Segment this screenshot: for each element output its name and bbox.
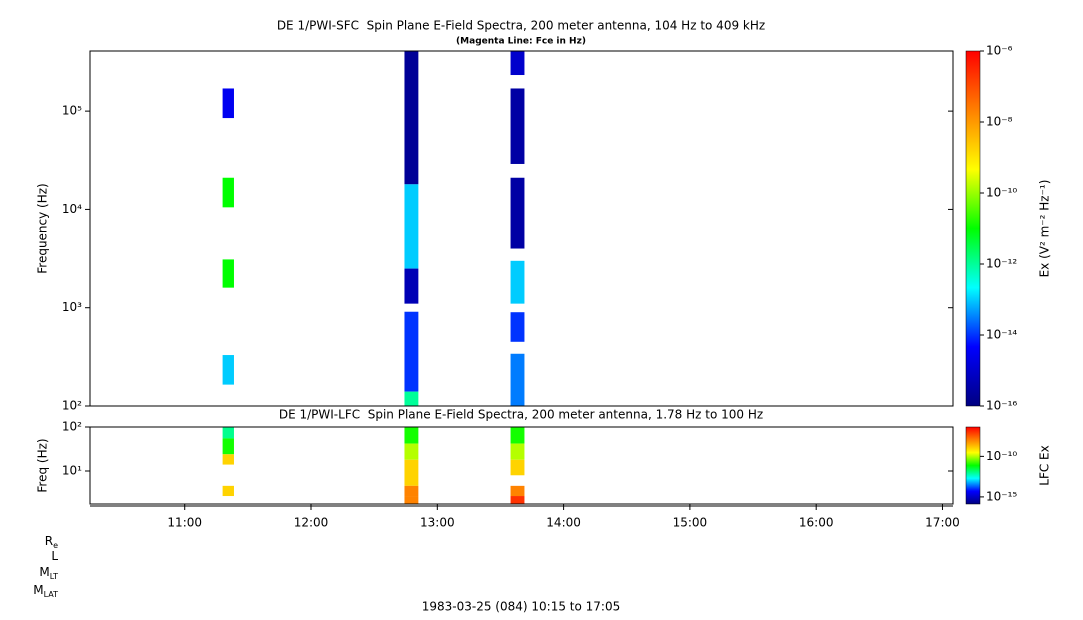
spectrum-cell — [404, 184, 419, 269]
panel-title: DE 1/PWI-LFC Spin Plane E-Field Spectra,… — [279, 408, 763, 422]
spectrum-cell — [404, 443, 419, 460]
spectrum-cell — [404, 496, 419, 504]
spectrum-cell — [404, 51, 419, 185]
ephemeris-name: L — [51, 549, 58, 563]
x-tick-label: 13:00 — [420, 516, 455, 530]
colorbar-tick-label: 10⁻⁸ — [986, 115, 1013, 129]
spectrum-cell — [222, 177, 234, 208]
ephemeris-label: MLT — [39, 565, 58, 581]
x-tick-label: 17:00 — [925, 516, 960, 530]
colorbar-label: Ex (V² m⁻² Hz⁻¹) — [1038, 180, 1052, 278]
plot-frame — [89, 50, 954, 407]
y-tick-label: 10² — [62, 420, 82, 434]
spectrum-cell — [222, 355, 234, 385]
x-tick-label: 15:00 — [673, 516, 708, 530]
spectrum-cell — [404, 427, 419, 444]
colorbar-tick-label: 10⁻¹⁰ — [986, 449, 1017, 463]
ephemeris-name: M — [33, 583, 43, 597]
colorbar — [965, 426, 981, 505]
spectrum-cell — [404, 268, 419, 304]
y-tick-label: 10⁵ — [62, 104, 82, 118]
spectrum-cell — [222, 427, 234, 439]
colorbar-tick-label: 10⁻¹² — [986, 257, 1017, 271]
colorbar-tick-label: 10⁻¹⁰ — [986, 186, 1017, 200]
colorbar-label: LFC Ex — [1038, 445, 1052, 485]
ephemeris-sub: LT — [50, 572, 58, 581]
spectrum-cell — [404, 459, 419, 486]
spectrum-cell — [510, 427, 525, 444]
y-tick-label: 10² — [62, 399, 82, 413]
colorbar-tick-label: 10⁻¹⁴ — [986, 328, 1017, 342]
spectrum-cell — [222, 259, 234, 288]
ephemeris-label: MLAT — [33, 583, 58, 599]
y-tick-label: 10⁴ — [62, 202, 82, 216]
spectrum-cell — [510, 496, 525, 504]
spectrum-cell — [404, 391, 419, 406]
colorbar-tick-label: 10⁻⁶ — [986, 44, 1013, 58]
y-axis-label: Freq (Hz) — [36, 438, 50, 492]
spectrum-cell — [510, 312, 525, 342]
time-range: 1983-03-25 (084) 10:15 to 17:05 — [422, 600, 620, 614]
ephemeris-name: R — [45, 534, 53, 548]
spectrum-cell — [510, 485, 525, 497]
ephemeris-name: M — [39, 565, 49, 579]
ephemeris-label: Re — [45, 534, 58, 550]
spectrum-cell — [222, 438, 234, 455]
spectrum-cell — [510, 177, 525, 249]
spectrum-cell — [404, 311, 419, 392]
spectrum-cell — [510, 459, 525, 476]
spectrum-cell — [510, 88, 525, 164]
colorbar-tick-label: 10⁻¹⁵ — [986, 489, 1017, 503]
y-axis-label: Frequency (Hz) — [36, 183, 50, 274]
ephemeris-label: L — [51, 549, 58, 563]
colorbar-tick-label: 10⁻¹⁶ — [986, 399, 1017, 413]
x-tick-label: 11:00 — [167, 516, 202, 530]
x-tick-label: 12:00 — [294, 516, 329, 530]
x-tick-label: 14:00 — [546, 516, 581, 530]
panel-title: DE 1/PWI-SFC Spin Plane E-Field Spectra,… — [277, 19, 765, 33]
y-tick-label: 10³ — [62, 300, 82, 314]
colorbar — [965, 50, 981, 407]
spectrum-cell — [222, 88, 234, 119]
ephemeris-sub: LAT — [44, 590, 58, 599]
spectrum-cell — [510, 443, 525, 460]
spectrum-cell — [222, 454, 234, 465]
spectrum-cell — [510, 260, 525, 304]
spectrum-cell — [510, 353, 525, 406]
ephemeris-sub: e — [53, 541, 58, 550]
x-tick-label: 16:00 — [799, 516, 834, 530]
spectrum-cell — [510, 51, 525, 76]
panel-subtitle: (Magenta Line: Fce in Hz) — [456, 37, 586, 47]
y-tick-label: 10¹ — [62, 464, 82, 478]
spectrum-cell — [404, 485, 419, 497]
spectrum-cell — [222, 485, 234, 497]
plot-frame — [89, 426, 954, 505]
